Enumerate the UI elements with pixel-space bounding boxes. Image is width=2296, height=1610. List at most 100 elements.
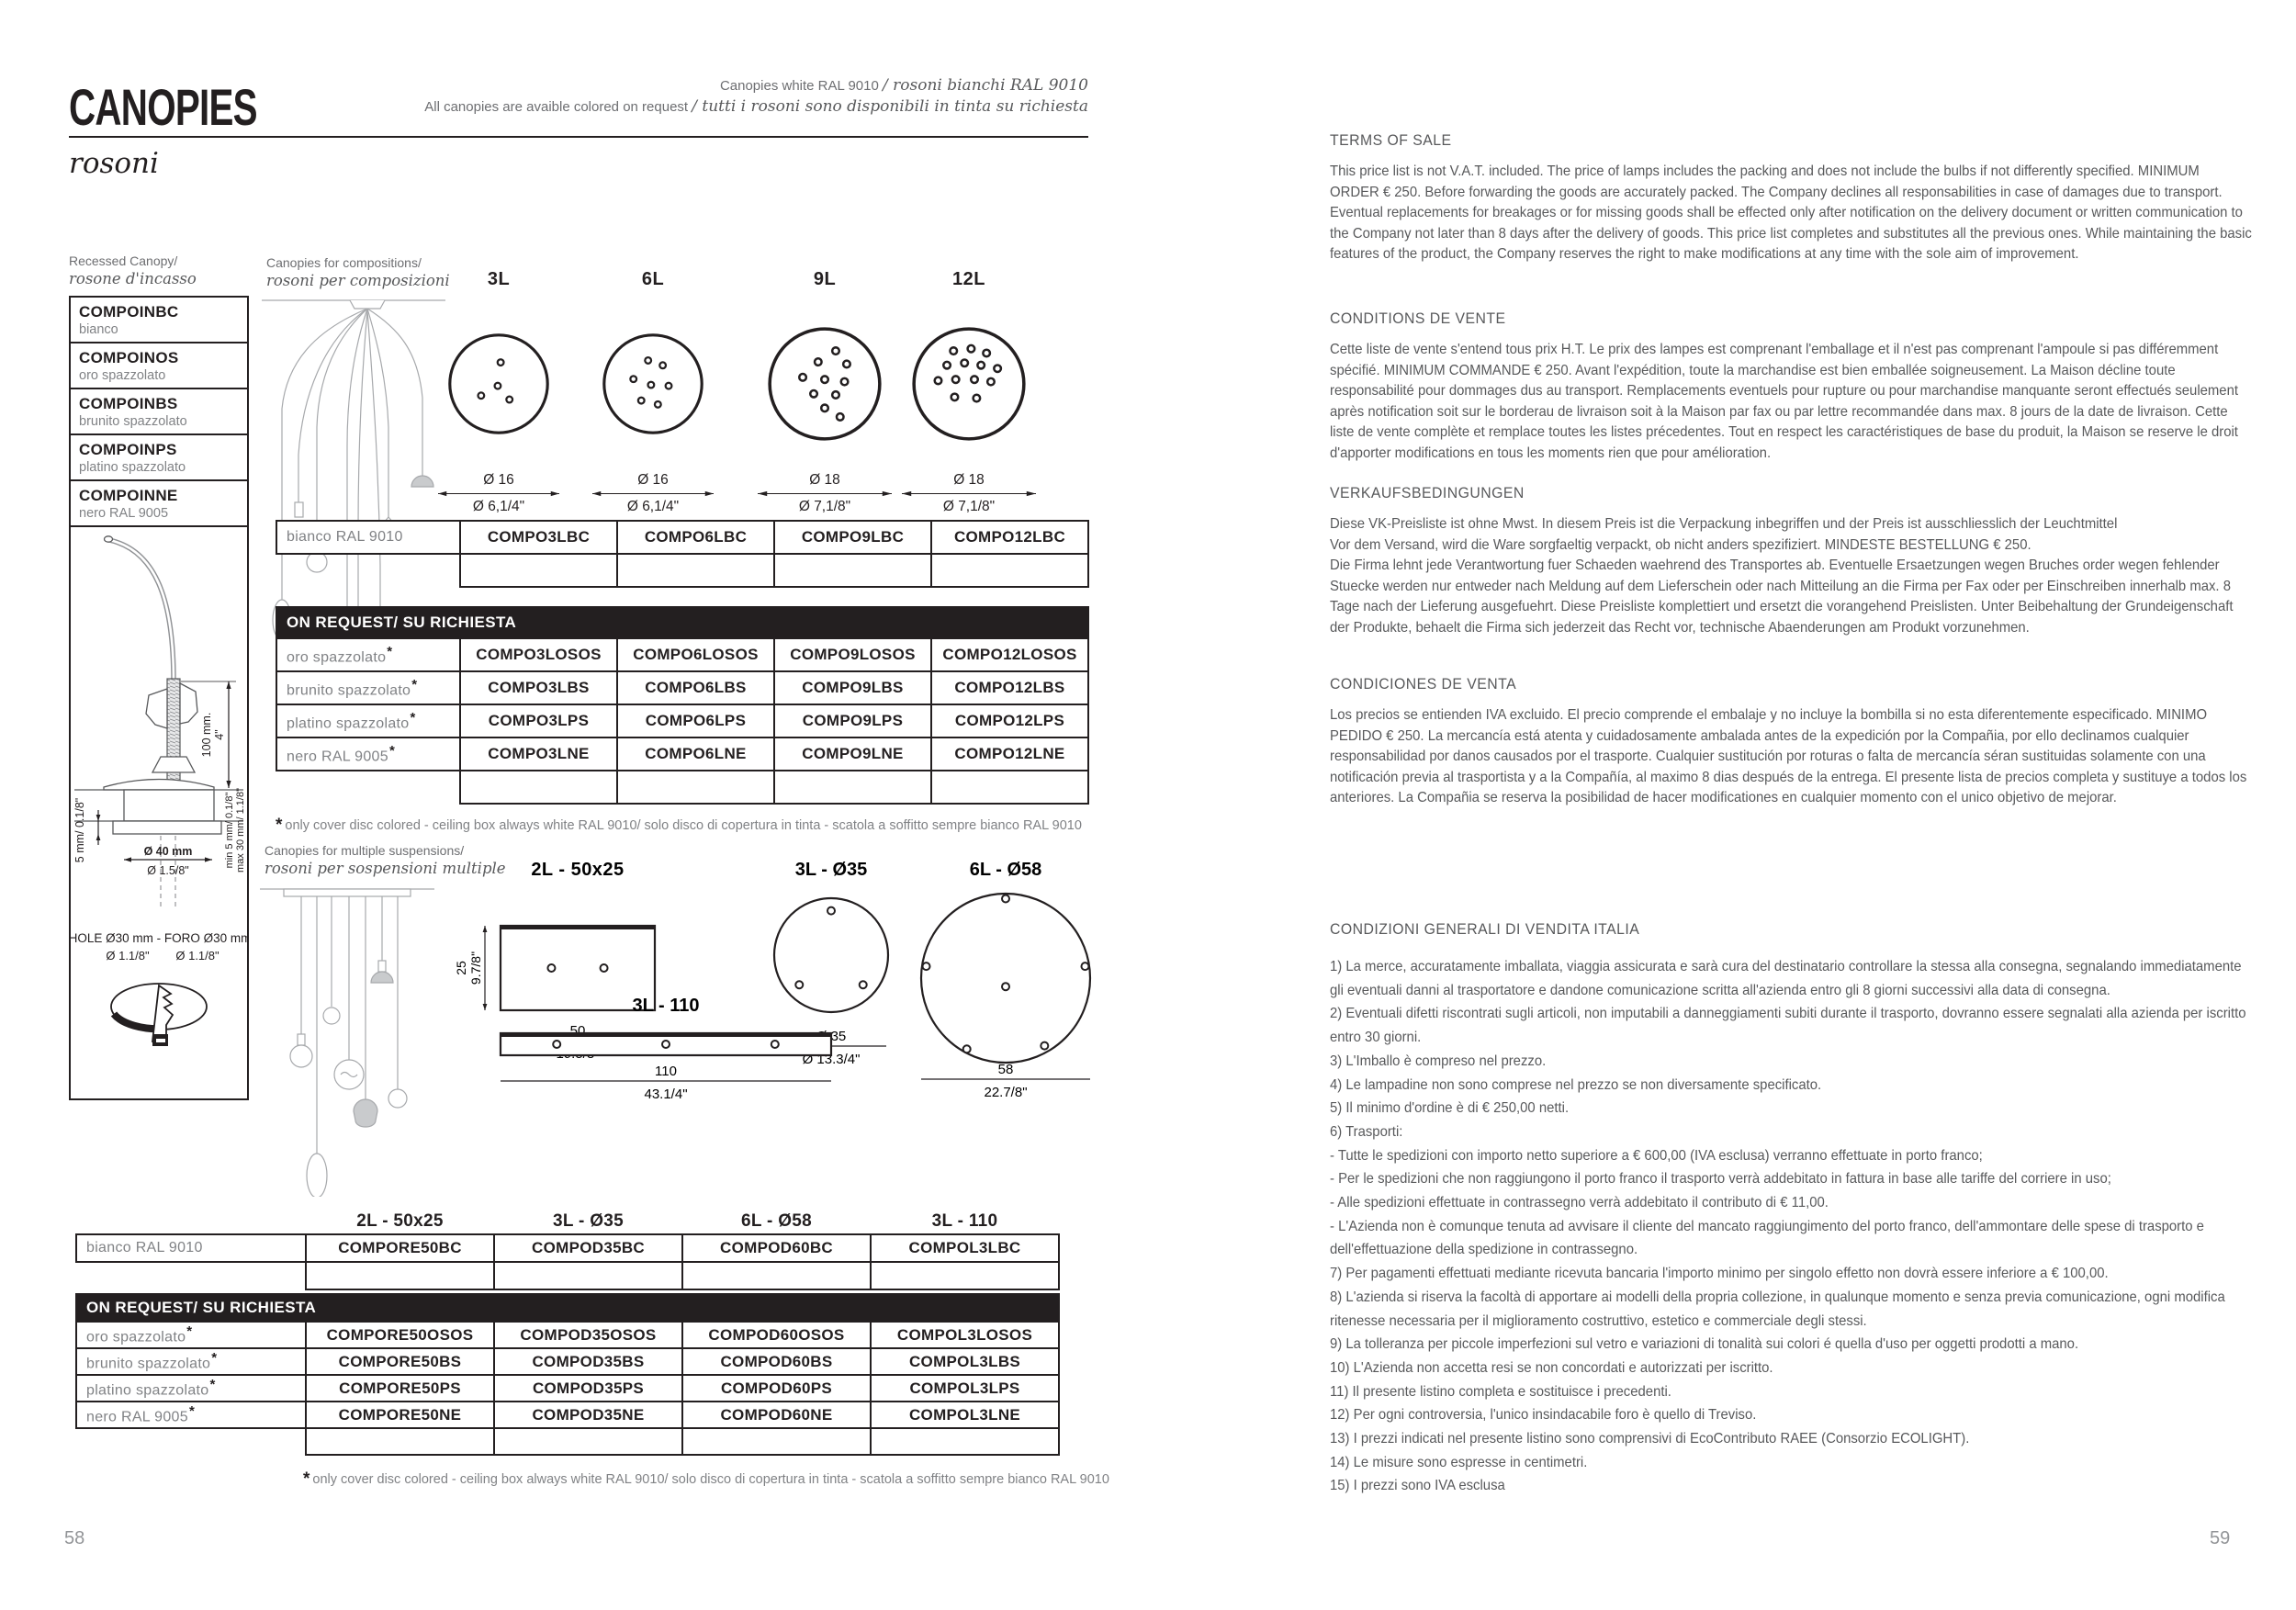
list-item: COMPOINBC bianco <box>71 298 247 343</box>
dimension-line <box>438 490 559 497</box>
column-header: 3L - 110 <box>931 1210 998 1231</box>
column-header: 3L - Ø35 <box>552 1210 625 1231</box>
dim-in: Ø 7,1/8" <box>942 499 996 514</box>
header-note-line1: Canopies white RAL 9010 / rosoni bianchi… <box>719 76 1088 95</box>
row-label: bianco RAL 9010 <box>276 520 461 555</box>
column-header: 2L - 50x25 <box>356 1210 444 1231</box>
section-body: This price list is not V.A.T. included. … <box>1330 163 2252 262</box>
multiple-suspension-illustration <box>260 888 434 1197</box>
dim-left: 5 mm/ 0.1/8" <box>73 798 86 862</box>
diagram-3l-110: 3L - 110 110 43.1/4" <box>499 996 833 1102</box>
diagram-2l-50x25: 2L - 50x25 25 9.7/8" 50 19.5/8" <box>455 860 657 1062</box>
multiple-suspensions-caption: Canopies for multiple suspensions/ roson… <box>264 843 506 877</box>
canopy-diagram-9l: 9L Ø 18 Ø 7,1/8" <box>758 269 892 516</box>
dim-cm: Ø 18 <box>953 472 985 488</box>
product-code: COMPO3LNE <box>459 737 618 771</box>
page-number-right: 59 <box>2210 1528 2231 1548</box>
product-code: COMPO3LOSOS <box>459 637 618 672</box>
canopy-diagram-6l: 6L Ø 16 Ø 6,1/4" <box>592 269 714 516</box>
product-code: COMPORE50OSOS <box>305 1321 495 1349</box>
table-row: nero RAL 9005* COMPO3LNE COMPO6LNE COMPO… <box>276 737 1089 771</box>
list-item: COMPOINBS brunito spazzolato <box>71 389 247 435</box>
dim-cm: 58 <box>998 1062 1014 1077</box>
dim-height-in: 9.7/8" <box>468 951 483 985</box>
table-row: platino spazzolato* COMPORE50PS COMPOD35… <box>75 1374 1060 1402</box>
multiple-table-on-request: ON REQUEST/ SU RICHIESTA oro spazzolato*… <box>75 1293 1060 1456</box>
product-code: COMPOD35NE <box>493 1401 683 1429</box>
table-row: brunito spazzolato* COMPO3LBS COMPO6LBS … <box>276 670 1089 705</box>
canopy-disc <box>912 327 1026 441</box>
table1-footnote: * only cover disc colored - ceiling box a… <box>276 816 1082 835</box>
dim-in: 43.1/4" <box>644 1086 687 1102</box>
section-body: Cette liste de vente s'entend tous prix … <box>1330 342 2238 461</box>
dim-cm: Ø 16 <box>483 472 514 488</box>
table-row: platino spazzolato* COMPO3LPS COMPO6LPS … <box>276 704 1089 738</box>
mounting-holes <box>933 343 1003 403</box>
section-heading: VERKAUFSBEDINGUNGEN <box>1330 484 1525 501</box>
recessed-product-list: COMPOINBC bianco COMPOINOS oro spazzolat… <box>69 296 251 1100</box>
dim-right-max: max 30 mm/ 1.1/8" <box>235 788 246 873</box>
product-code: COMPO12LPS <box>930 704 1089 738</box>
table-row-empty <box>76 1261 1060 1290</box>
mounting-holes <box>477 358 514 404</box>
product-code: COMPO12LBC <box>930 520 1089 555</box>
recessed-canopy-drawing: 100 mm. 4" 5 mm/ 0.1/8" Ø 40 mm Ø 1.5/8"… <box>69 527 251 1098</box>
product-code: COMPO6LNE <box>616 737 775 771</box>
product-code: COMPO6LBS <box>616 670 775 705</box>
list-item: COMPOINNE nero RAL 9005 <box>71 481 247 527</box>
product-code: COMPO6LBC <box>616 520 775 555</box>
diagram-title: 2L - 50x25 <box>531 860 624 880</box>
section-body: 1) La merce, accuratamente imballata, vi… <box>1330 959 2246 1494</box>
dim-cm: Ø 16 <box>637 472 669 488</box>
product-code: COMPORE50NE <box>305 1401 495 1429</box>
product-code: COMPORE50BS <box>305 1347 495 1376</box>
product-code: COMPO9LBS <box>773 670 932 705</box>
product-code: COMPO9LBC <box>773 520 932 555</box>
product-code: COMPO6LPS <box>616 704 775 738</box>
table-row: oro spazzolato* COMPO3LOSOS COMPO6LOSOS … <box>276 637 1089 672</box>
column-header: 6L - Ø58 <box>740 1210 813 1231</box>
product-code: COMPO3LBS <box>459 670 618 705</box>
product-code: COMPO3LBC <box>459 520 618 555</box>
product-code: COMPOD60NE <box>681 1401 872 1429</box>
product-code: COMPOD60PS <box>681 1374 872 1402</box>
dim-in: Ø 7,1/8" <box>798 499 851 514</box>
row-label: bianco RAL 9010 <box>75 1233 307 1263</box>
page-number-left: 58 <box>64 1528 85 1548</box>
product-code: COMPOL3LBS <box>870 1347 1060 1376</box>
section-heading: CONDIZIONI GENERALI DI VENDITA ITALIA <box>1330 920 1640 938</box>
dim-in: Ø 6,1/4" <box>472 499 525 514</box>
section-body: Diese VK-Preisliste ist ohne Mwst. In di… <box>1330 516 2234 636</box>
product-code: COMPOL3LNE <box>870 1401 1060 1429</box>
page-title: CANOPIES <box>69 78 258 136</box>
dim-diameter-mm: Ø 40 mm <box>144 845 193 858</box>
dim-height-mm: 100 mm. <box>200 713 213 758</box>
hole-inch-left: Ø 1.1/8" <box>106 949 150 963</box>
compositions-table-white: bianco RAL 9010 COMPO3LBC COMPO6LBC COMP… <box>276 520 1089 588</box>
dimension-line <box>902 490 1036 497</box>
dim-height-in: 4" <box>213 729 226 739</box>
mounting-holes <box>629 355 673 409</box>
list-item: COMPOINPS platino spazzolato <box>71 435 247 481</box>
canopy-disc <box>602 333 703 434</box>
diagram-title: 3L - 110 <box>632 996 699 1016</box>
compositions-caption: Canopies for compositions/ rosoni per co… <box>266 255 450 289</box>
product-code: COMPOD35BS <box>493 1347 683 1376</box>
mounting-holes <box>794 906 868 990</box>
dim-cm: Ø 18 <box>809 472 840 488</box>
dim-right-min: min 5 mm/ 0.1/8" <box>224 793 235 869</box>
product-code: COMPO12LNE <box>930 737 1089 771</box>
recessed-canopy-technical-drawing: 100 mm. 4" 5 mm/ 0.1/8" Ø 40 mm Ø 1.5/8"… <box>69 535 251 1046</box>
list-item: COMPOINOS oro spazzolato <box>71 343 247 389</box>
product-code: COMPOD60OSOS <box>681 1321 872 1349</box>
product-code: COMPO9LOSOS <box>773 637 932 672</box>
mounting-holes <box>552 1040 780 1049</box>
recessed-caption: Recessed Canopy/ rosone d'incasso <box>69 253 197 287</box>
product-code: COMPOD35PS <box>493 1374 683 1402</box>
table-header-row: 2L - 50x25 3L - Ø35 6L - Ø58 3L - 110 <box>76 1209 1059 1234</box>
multiple-table-white: 2L - 50x25 3L - Ø35 6L - Ø58 3L - 110 bi… <box>75 1209 1060 1290</box>
canopy-disc <box>448 333 549 434</box>
product-code: COMPOL3LOSOS <box>870 1321 1060 1349</box>
table-row-empty <box>76 1427 1060 1456</box>
diagram-title: 6L <box>641 269 665 289</box>
